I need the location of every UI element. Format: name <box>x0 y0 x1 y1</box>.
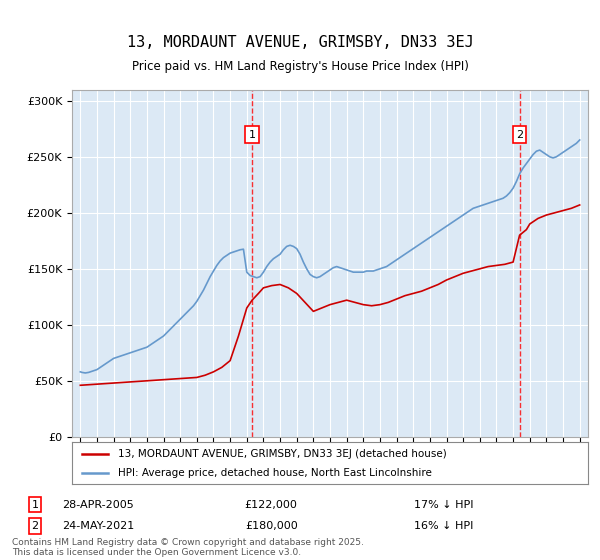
Text: 1: 1 <box>32 500 38 510</box>
Text: Price paid vs. HM Land Registry's House Price Index (HPI): Price paid vs. HM Land Registry's House … <box>131 60 469 73</box>
Text: 24-MAY-2021: 24-MAY-2021 <box>62 521 134 531</box>
Text: 2: 2 <box>31 521 38 531</box>
Text: 1: 1 <box>248 130 256 140</box>
Text: Contains HM Land Registry data © Crown copyright and database right 2025.
This d: Contains HM Land Registry data © Crown c… <box>12 538 364 557</box>
Text: HPI: Average price, detached house, North East Lincolnshire: HPI: Average price, detached house, Nort… <box>118 468 433 478</box>
Text: 28-APR-2005: 28-APR-2005 <box>62 500 134 510</box>
Text: 16% ↓ HPI: 16% ↓ HPI <box>415 521 473 531</box>
Text: 13, MORDAUNT AVENUE, GRIMSBY, DN33 3EJ (detached house): 13, MORDAUNT AVENUE, GRIMSBY, DN33 3EJ (… <box>118 449 447 459</box>
Text: £122,000: £122,000 <box>245 500 298 510</box>
Text: 2: 2 <box>516 130 523 140</box>
Text: 13, MORDAUNT AVENUE, GRIMSBY, DN33 3EJ: 13, MORDAUNT AVENUE, GRIMSBY, DN33 3EJ <box>127 35 473 50</box>
Text: £180,000: £180,000 <box>245 521 298 531</box>
Text: 17% ↓ HPI: 17% ↓ HPI <box>414 500 474 510</box>
